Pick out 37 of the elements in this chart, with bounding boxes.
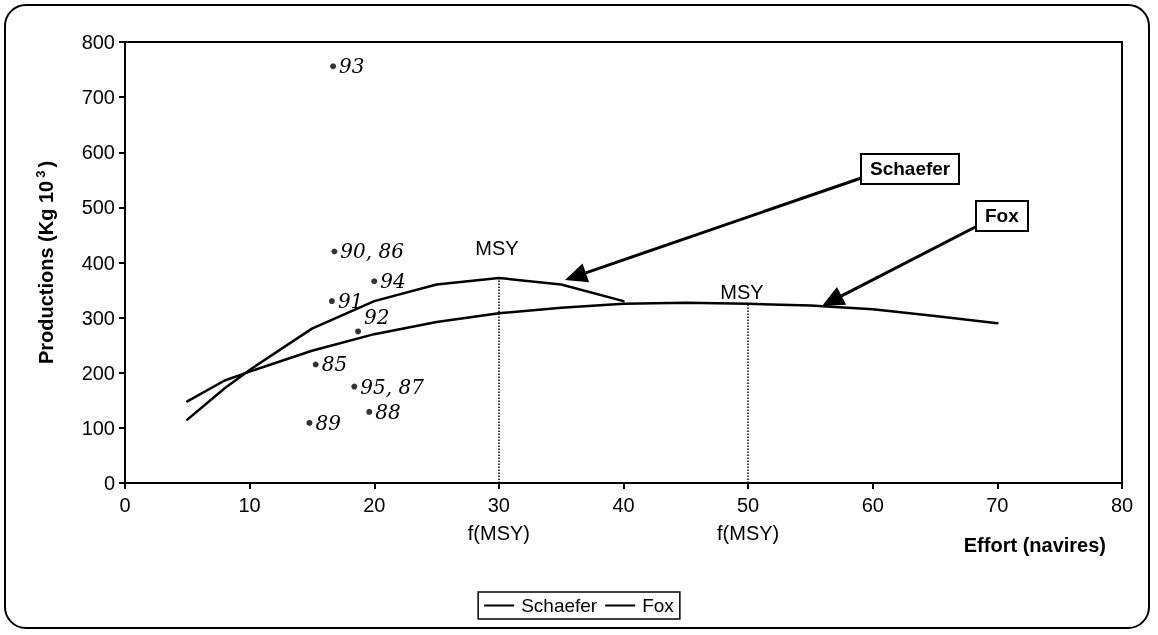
ref-line-label: f(MSY) <box>717 522 780 544</box>
y-tick-label: 100 <box>81 416 115 439</box>
annotation: 92 <box>364 305 390 330</box>
legend-label: Schaefer <box>521 595 598 616</box>
ref-line-label: f(MSY) <box>467 522 530 544</box>
annotation: MSY <box>720 281 764 303</box>
x-tick-label: 30 <box>487 494 510 516</box>
x-tick-label: 70 <box>986 494 1009 516</box>
annotation: Schaefer <box>860 153 961 185</box>
annotation: 94 <box>380 269 406 294</box>
y-tick-label: 300 <box>81 306 115 329</box>
x-tick-label: 80 <box>1110 494 1134 516</box>
x-tick-label: 60 <box>861 494 884 516</box>
y-tick-label: 600 <box>81 141 115 164</box>
y-tick-label: 200 <box>81 361 115 384</box>
y-tick-label: 800 <box>81 31 115 53</box>
y-axis-title: Productions (Kg 103) <box>33 160 57 365</box>
annotation: 89 <box>315 410 342 435</box>
y-tick-label: 0 <box>103 472 115 494</box>
y-tick-label: 500 <box>81 196 115 219</box>
y-tick-label: 700 <box>81 86 115 109</box>
x-tick-label: 10 <box>238 494 261 516</box>
x-tick-label: 50 <box>737 494 760 516</box>
x-axis-title: Effort (navires) <box>963 534 1106 556</box>
legend-label: Fox <box>642 595 675 616</box>
annotation: 90, 86 <box>340 239 405 264</box>
annotation: Fox <box>975 200 1029 232</box>
annotation: 95, 87 <box>360 374 425 399</box>
x-tick-label: 40 <box>612 494 635 516</box>
annotation: 85 <box>321 352 348 377</box>
annotation: 88 <box>375 399 401 424</box>
x-tick-label: 0 <box>119 494 131 516</box>
annotation: 91 <box>337 289 364 314</box>
x-tick-label: 20 <box>363 494 386 516</box>
y-tick-label: 400 <box>81 251 115 274</box>
annotation: MSY <box>475 237 519 259</box>
annotation: 93 <box>339 54 365 79</box>
